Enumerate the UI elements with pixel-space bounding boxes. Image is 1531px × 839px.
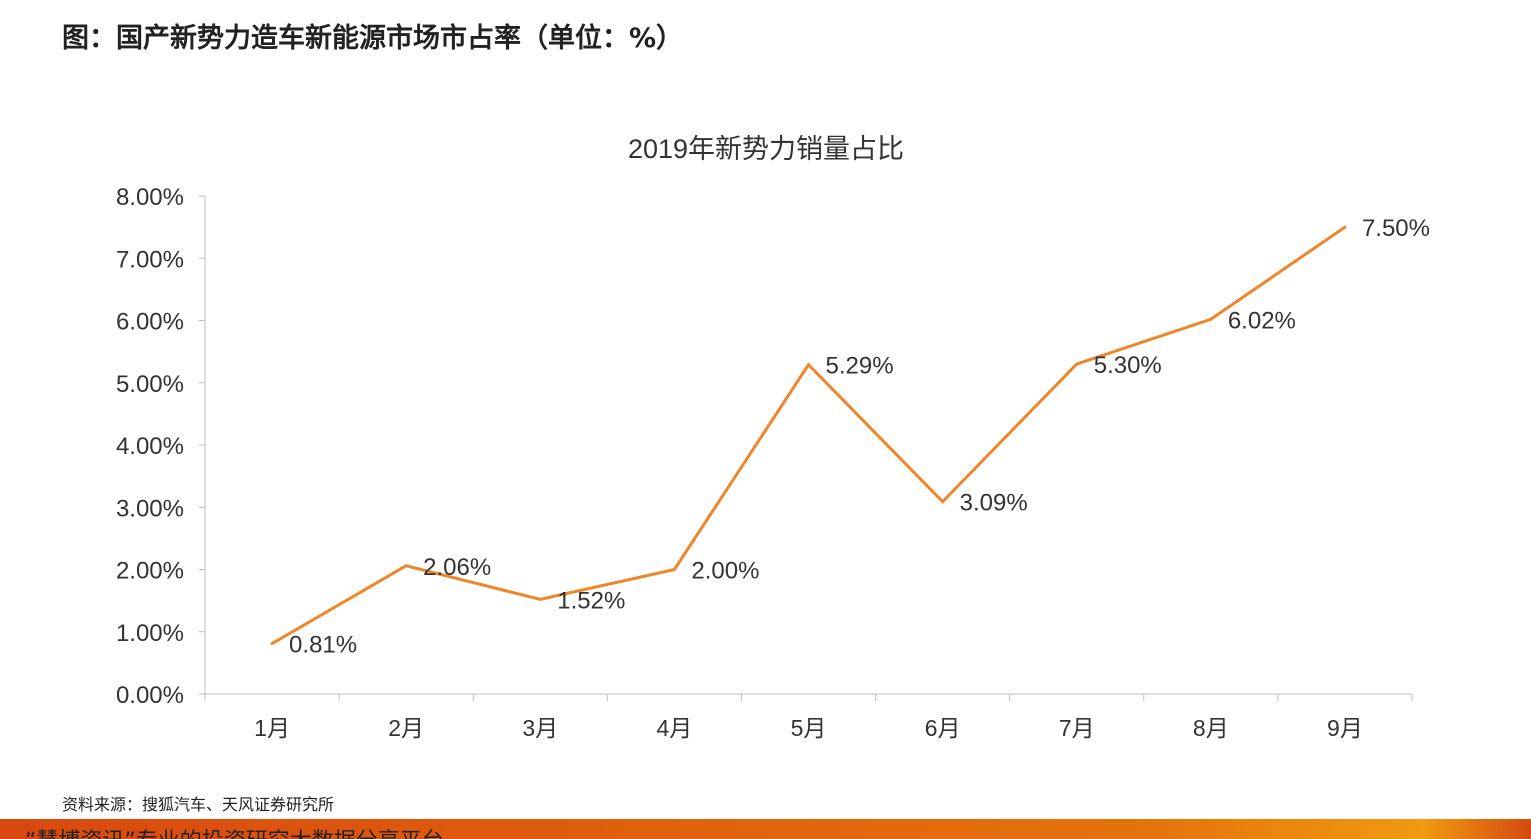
y-tick-label: 7.00%	[116, 246, 184, 273]
y-tick-label: 8.00%	[116, 184, 184, 211]
data-point	[1343, 225, 1347, 229]
data-point	[1075, 362, 1079, 366]
y-tick-label: 3.00%	[116, 495, 184, 522]
y-tick-label: 2.00%	[116, 558, 184, 585]
data-point	[1209, 317, 1213, 321]
data-label: 2.00%	[691, 558, 759, 585]
data-point	[807, 363, 810, 367]
chart-title: 2019年新势力销量占比	[628, 134, 904, 164]
x-tick-label: 7月	[1059, 715, 1095, 741]
x-tick-label: 4月	[656, 715, 692, 741]
data-label: 1.52%	[557, 587, 625, 614]
source-note: 资料来源：搜狐汽车、天风证券研究所	[62, 795, 335, 814]
y-tick-label: 1.00%	[116, 620, 184, 647]
x-tick-label: 9月	[1327, 715, 1363, 741]
data-point	[538, 597, 542, 601]
y-tick-label: 0.00%	[116, 682, 184, 709]
y-tick-label: 5.00%	[116, 371, 184, 398]
data-label: 6.02%	[1228, 307, 1296, 334]
line-chart: 2019年新势力销量占比 0.00% 1.00% 2.00% 3.00% 4.00% 5.0…	[116, 134, 1430, 741]
data-point	[941, 500, 945, 504]
data-label: 2.06%	[423, 554, 491, 581]
banner-text: “慧博资讯”专业的投资研究大数据分享平台	[25, 823, 444, 839]
x-tick-label: 8月	[1193, 715, 1229, 741]
footer-banner: “慧博资讯”专业的投资研究大数据分享平台	[0, 819, 1531, 839]
x-tick-label: 6月	[925, 715, 961, 741]
x-tick-label: 2月	[388, 715, 424, 741]
data-label: 7.50%	[1362, 215, 1430, 242]
data-label: 5.29%	[826, 353, 894, 380]
data-point	[404, 564, 408, 568]
y-tick-label: 4.00%	[116, 433, 184, 460]
page-title: 图：国产新势力造车新能源市场市占率（单位：%）	[62, 23, 684, 54]
data-point	[672, 568, 676, 571]
data-label: 5.30%	[1094, 352, 1162, 379]
data-point	[270, 642, 274, 646]
data-label: 3.09%	[960, 490, 1028, 517]
data-label: 0.81%	[289, 632, 357, 659]
series-line	[271, 225, 1346, 645]
x-tick-label: 1月	[254, 715, 290, 741]
y-tick-label: 6.00%	[116, 309, 184, 336]
x-tick-label: 3月	[522, 715, 558, 741]
x-tick-label: 5月	[791, 715, 827, 741]
